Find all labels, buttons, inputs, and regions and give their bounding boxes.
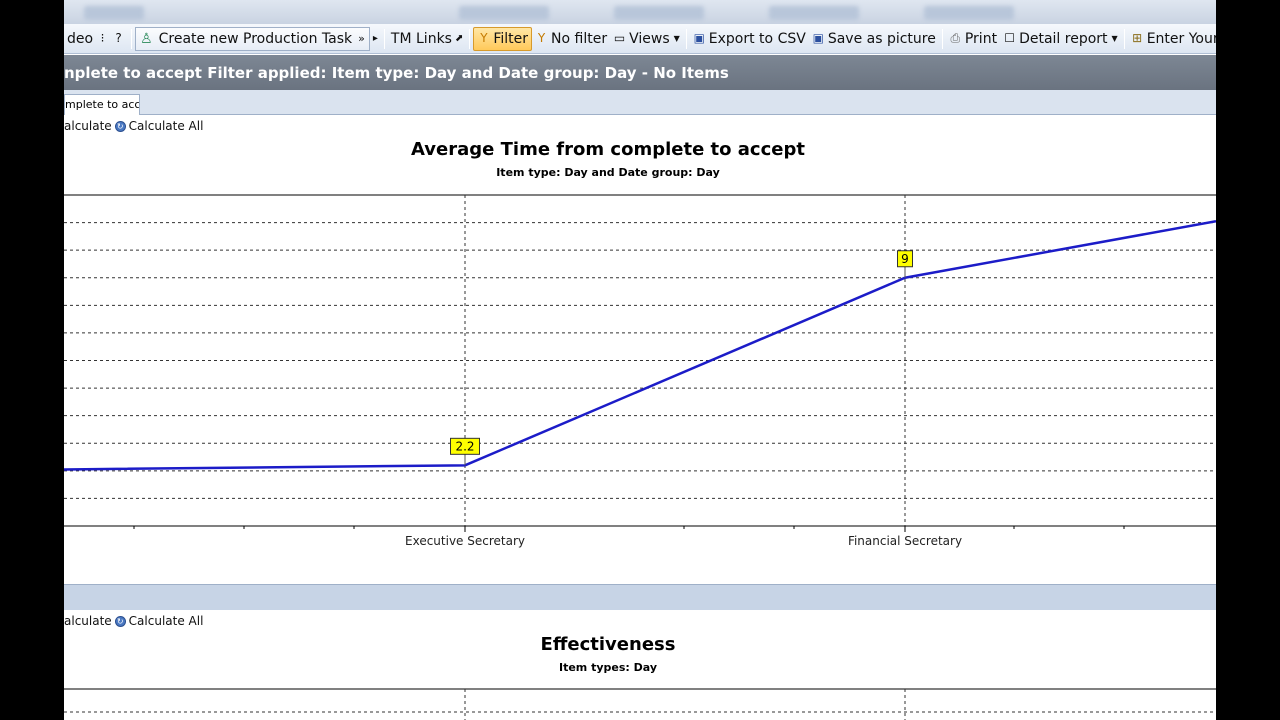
panel-separator <box>64 584 1216 610</box>
video-label: deo <box>67 30 94 47</box>
calculate-all-icon: ↻ <box>114 120 126 132</box>
chart-subtitle: Item type: Day and Date group: Day <box>496 166 720 179</box>
filter-button[interactable]: Y Filter <box>473 26 533 51</box>
blurred-tab <box>459 6 549 20</box>
tab-average-time[interactable]: mplete to acc... <box>64 94 140 115</box>
calculate-button[interactable]: alculate <box>64 119 112 133</box>
effectiveness-chart <box>64 688 1216 720</box>
data-label-box <box>897 250 913 268</box>
calculate-toolbar: alculate ↻ Calculate All <box>64 613 203 629</box>
blurred-tab <box>924 6 1014 20</box>
filter-header: nplete to accept Filter applied: Item ty… <box>64 55 1216 90</box>
updown-icon: ⁝ <box>100 31 105 45</box>
series-line <box>64 219 1216 471</box>
x-tick-label: Executive Secretary <box>405 534 525 548</box>
enter-icon: ⊞ <box>1132 31 1143 45</box>
toolbar-separator <box>383 28 385 49</box>
application-window: deo ⁝ ? ♙ Create new Production Task » ▸… <box>64 0 1216 720</box>
tab-strip: mplete to acc... <box>64 90 1216 115</box>
chart-subtitle: Item types: Day <box>558 661 658 674</box>
print-button[interactable]: ⎙ Print <box>946 27 1000 51</box>
toolbar-separator <box>685 28 687 49</box>
save-disk-icon: ▣ <box>693 31 705 45</box>
views-icon: ▭ <box>613 31 626 45</box>
printer-icon: ⎙ <box>950 31 961 45</box>
calculate-all-button[interactable]: Calculate All <box>128 614 204 628</box>
chart-title: Average Time from complete to accept <box>411 139 805 160</box>
detail-report-button[interactable]: ☐ Detail report ▼ <box>1000 27 1121 51</box>
tm-links-button[interactable]: TM Links ⬈ <box>388 27 466 51</box>
toolbar: deo ⁝ ? ♙ Create new Production Task » ▸… <box>64 24 1216 54</box>
enter-your-button[interactable]: ⊞ Enter Your <box>1128 27 1216 51</box>
toolbar-separator <box>941 28 943 49</box>
tab-label: mplete to acc... <box>65 98 140 111</box>
detail-report-label: Detail report <box>1019 30 1108 47</box>
help-icon: ? <box>115 31 122 45</box>
filter-label: Filter <box>493 30 529 47</box>
print-label: Print <box>964 30 998 47</box>
toolbar-separator <box>131 28 133 49</box>
blurred-tab <box>769 6 859 20</box>
report-icon: ☐ <box>1004 31 1015 45</box>
arrow-right-icon: ▸ <box>372 33 378 44</box>
dropdown-icon: ▼ <box>1111 34 1118 43</box>
dropdown-icon: ▼ <box>673 34 680 43</box>
no-filter-label: No filter <box>551 30 608 47</box>
overflow-arrow-button[interactable]: ▸ <box>370 27 381 51</box>
data-label: 2.2 <box>455 439 474 453</box>
save-picture-button[interactable]: ▣ Save as picture <box>809 27 939 51</box>
x-tick-label: Financial Secretary <box>848 534 962 548</box>
calculate-toolbar: alculate ↻ Calculate All <box>64 118 203 134</box>
chart-title: Effectiveness <box>540 634 676 655</box>
views-button[interactable]: ▭ Views ▼ <box>610 27 683 51</box>
toolbar-separator <box>1123 28 1125 49</box>
export-csv-label: Export to CSV <box>708 30 806 47</box>
enter-your-label: Enter Your <box>1146 30 1216 47</box>
no-filter-icon: Y <box>537 31 546 45</box>
views-label: Views <box>629 30 670 47</box>
toolbar-separator <box>469 28 471 49</box>
data-label-box <box>450 437 480 455</box>
no-filter-button[interactable]: Y No filter <box>532 27 610 51</box>
link-icon: ⬈ <box>454 33 464 44</box>
video-button[interactable]: deo ⁝ ? <box>64 27 128 51</box>
data-label: 9 <box>901 252 909 266</box>
window-top-strip <box>64 0 1216 24</box>
line-chart: Executive Secretary Financial Secretary 2.… <box>64 194 1216 548</box>
overflow-chevron-icon: » <box>358 32 365 45</box>
blurred-tab <box>84 6 144 20</box>
filter-header-text: nplete to accept Filter applied: Item ty… <box>64 63 729 82</box>
calculate-all-button[interactable]: Calculate All <box>128 119 204 133</box>
save-disk-icon: ▣ <box>812 31 824 45</box>
create-task-box[interactable]: ♙ Create new Production Task » <box>135 26 370 51</box>
export-csv-button[interactable]: ▣ Export to CSV <box>690 27 809 51</box>
blurred-tab <box>614 6 704 20</box>
filter-icon: Y <box>480 31 488 45</box>
save-picture-label: Save as picture <box>827 30 936 47</box>
calculate-all-icon: ↻ <box>114 615 126 627</box>
tm-links-label: TM Links <box>390 30 452 47</box>
calculate-button[interactable]: alculate <box>64 614 112 628</box>
person-icon: ♙ <box>140 30 153 47</box>
create-task-label: Create new Production Task <box>158 30 353 47</box>
